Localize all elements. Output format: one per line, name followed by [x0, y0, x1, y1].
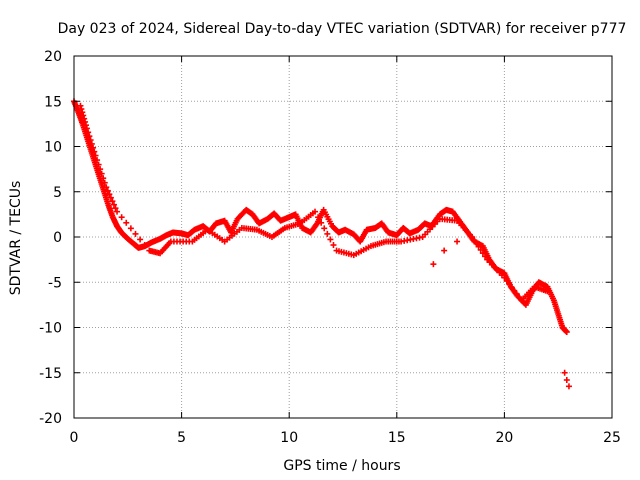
axes: 0 5 10 15 20 25 -20 -15 -10 -5 0 5 10 15 20: [39, 49, 621, 446]
data-point: [100, 175, 107, 182]
data-point: [479, 250, 486, 257]
data-point: [78, 106, 85, 113]
y-tick-label: -20: [39, 411, 62, 427]
data-point: [141, 242, 148, 249]
data-point: [503, 277, 510, 284]
data-point: [82, 122, 89, 129]
x-tick-label: 25: [603, 430, 621, 446]
data-point: [112, 205, 119, 212]
data-point: [482, 253, 489, 260]
x-tick-label: 10: [280, 430, 298, 446]
data-point: [98, 170, 105, 177]
data-point: [91, 148, 98, 155]
data-point: [94, 157, 101, 164]
data-point: [513, 290, 520, 297]
data-point: [473, 240, 480, 247]
data-point: [312, 208, 319, 215]
y-tick-label: 0: [53, 230, 62, 246]
data-point: [321, 225, 328, 232]
y-tick-label: -15: [39, 366, 62, 382]
data-point: [318, 219, 325, 226]
y-tick-label: 5: [53, 185, 62, 201]
x-tick-label: 5: [177, 430, 186, 446]
y-tick-label: -5: [48, 275, 62, 291]
data-point: [506, 281, 513, 288]
data-point: [87, 137, 94, 144]
data-point: [92, 152, 99, 159]
data-point: [106, 191, 113, 198]
data-point: [563, 329, 570, 336]
x-tick-label: 20: [495, 430, 513, 446]
data-point: [82, 118, 89, 125]
data-point: [516, 294, 523, 301]
data-point: [508, 284, 515, 291]
data-point: [81, 115, 88, 122]
data-point: [77, 102, 84, 109]
data-point: [501, 274, 508, 281]
data-point: [454, 238, 461, 245]
data-point: [109, 198, 116, 205]
x-axis-label: GPS time / hours: [283, 458, 400, 474]
data-point: [330, 242, 337, 249]
data-point: [83, 125, 90, 132]
data-point: [86, 133, 93, 140]
data-point: [132, 230, 139, 237]
data-point: [561, 369, 568, 376]
y-tick-label: 20: [44, 49, 62, 65]
data-point: [441, 247, 448, 254]
y-tick-label: 10: [44, 140, 62, 156]
data-point: [127, 225, 134, 232]
chart-title: Day 023 of 2024, Sidereal Day-to-day VTE…: [58, 21, 627, 37]
data-point: [477, 246, 484, 253]
data-point: [430, 261, 437, 268]
data-point: [101, 179, 108, 186]
data-point: [123, 219, 130, 226]
data-point: [324, 230, 331, 237]
data-point: [103, 184, 110, 191]
data-point: [104, 187, 111, 194]
data-point: [85, 129, 92, 136]
y-tick-label: -10: [39, 321, 62, 337]
data-point: [544, 288, 551, 295]
data-point: [90, 144, 97, 151]
data-points: [71, 98, 572, 390]
data-point: [475, 243, 482, 250]
data-point: [137, 236, 144, 243]
x-tick-label: 15: [388, 430, 406, 446]
data-point: [110, 201, 117, 208]
data-point: [114, 208, 121, 215]
y-tick-label: 15: [44, 94, 62, 110]
data-point: [107, 194, 114, 201]
grid: [74, 56, 612, 418]
data-point: [80, 112, 87, 119]
data-point: [315, 214, 322, 221]
x-tick-label: 0: [70, 430, 79, 446]
y-axis-label: SDTVAR / TECUs: [8, 181, 24, 296]
data-point: [79, 109, 86, 116]
data-point: [563, 376, 570, 383]
data-point: [97, 166, 104, 173]
data-point: [95, 161, 102, 168]
data-point: [511, 287, 518, 294]
plot-frame: [73, 55, 613, 419]
data-point: [327, 236, 334, 243]
data-point: [565, 383, 572, 390]
data-point: [471, 237, 478, 244]
data-point: [469, 234, 476, 240]
data-point: [88, 140, 95, 147]
data-point: [118, 214, 125, 221]
